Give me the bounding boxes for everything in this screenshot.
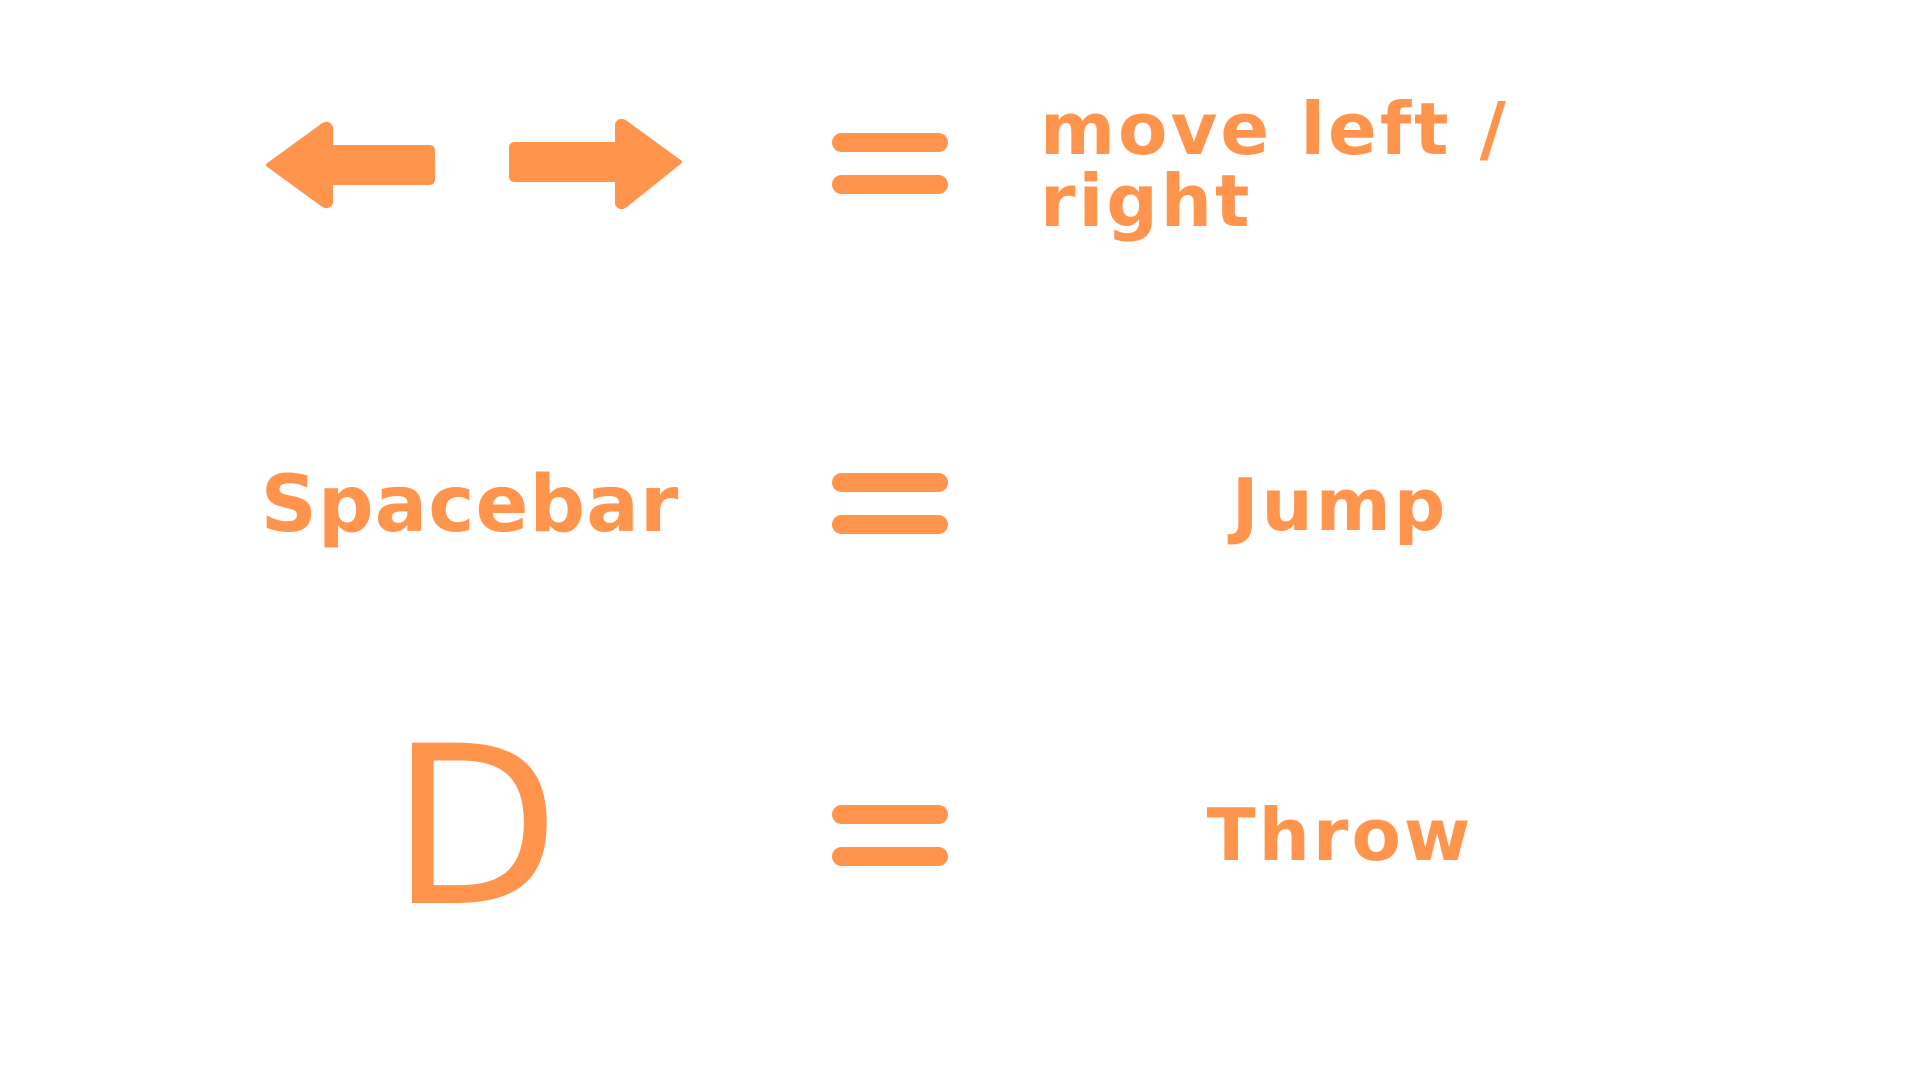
equals-bar-top — [832, 805, 948, 824]
action-jump: Jump — [1231, 463, 1449, 547]
equals-icon — [832, 453, 948, 553]
control-row-move: move left / right — [0, 87, 1920, 243]
equals-bar-bottom — [832, 515, 948, 534]
equals-bar-top — [832, 473, 948, 492]
control-row-jump: Spacebar Jump — [0, 455, 1920, 565]
equals-bar-top — [832, 133, 948, 152]
key-arrows — [262, 115, 686, 215]
equals-bar-bottom — [832, 847, 948, 866]
equals-icon — [832, 785, 948, 885]
key-d: D — [380, 717, 570, 937]
control-row-throw: D Throw — [0, 717, 1920, 937]
action-move: move left / right — [1040, 87, 1509, 243]
arrow-right-icon — [507, 118, 683, 212]
key-label-d: D — [390, 699, 560, 955]
equals-icon — [832, 113, 948, 213]
key-spacebar: Spacebar — [261, 455, 679, 555]
key-label-spacebar: Spacebar — [260, 460, 680, 550]
equals-bar-bottom — [832, 175, 948, 194]
arrow-left-icon — [265, 121, 437, 209]
action-throw: Throw — [1206, 793, 1474, 877]
